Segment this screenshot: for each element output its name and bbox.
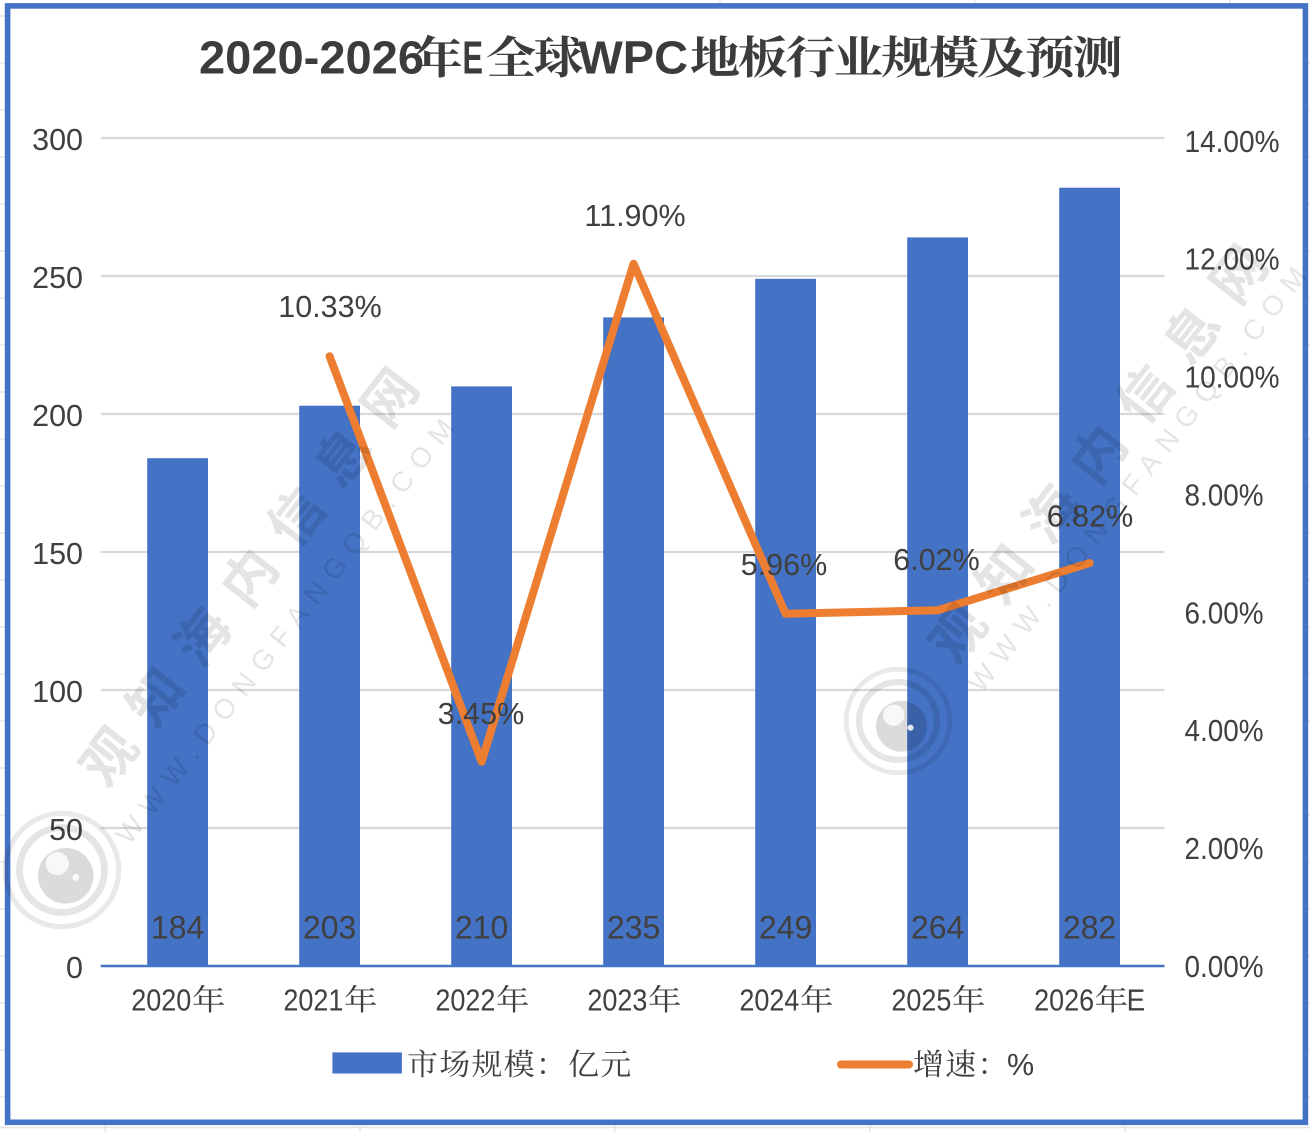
svg-text:203: 203 bbox=[303, 910, 356, 946]
svg-text:6.02%: 6.02% bbox=[893, 543, 979, 577]
svg-text:100: 100 bbox=[32, 675, 83, 709]
svg-text:WPC: WPC bbox=[579, 32, 689, 84]
svg-text:10.00%: 10.00% bbox=[1185, 361, 1280, 395]
svg-text:6.82%: 6.82% bbox=[1047, 499, 1133, 533]
svg-text:2.00%: 2.00% bbox=[1185, 832, 1264, 866]
svg-text:11.90%: 11.90% bbox=[584, 199, 685, 233]
svg-text:150: 150 bbox=[32, 537, 83, 571]
svg-text:184: 184 bbox=[151, 910, 204, 946]
svg-text:2021: 2021 bbox=[283, 983, 343, 1017]
svg-text:2023: 2023 bbox=[587, 983, 647, 1017]
svg-text:282: 282 bbox=[1063, 910, 1116, 946]
svg-text:E: E bbox=[463, 32, 484, 84]
svg-text:6.00%: 6.00% bbox=[1185, 596, 1264, 630]
svg-text:2026: 2026 bbox=[1034, 983, 1094, 1017]
svg-text:10.33%: 10.33% bbox=[278, 290, 381, 324]
svg-text:2020-2026: 2020-2026 bbox=[199, 32, 424, 84]
svg-text:0: 0 bbox=[66, 951, 83, 985]
svg-text:12.00%: 12.00% bbox=[1185, 243, 1280, 277]
svg-text:249: 249 bbox=[759, 910, 812, 946]
svg-text:2025: 2025 bbox=[891, 983, 951, 1017]
svg-text:0.00%: 0.00% bbox=[1185, 950, 1264, 984]
svg-text:E: E bbox=[1127, 983, 1146, 1017]
svg-text:300: 300 bbox=[32, 123, 83, 157]
svg-text:2024: 2024 bbox=[739, 983, 799, 1017]
svg-text:235: 235 bbox=[607, 910, 660, 946]
svg-text:8.00%: 8.00% bbox=[1185, 479, 1264, 513]
svg-text:14.00%: 14.00% bbox=[1185, 125, 1280, 159]
svg-text:2020: 2020 bbox=[131, 983, 191, 1017]
svg-text:264: 264 bbox=[911, 910, 964, 946]
svg-text:200: 200 bbox=[32, 399, 83, 433]
svg-text:5.96%: 5.96% bbox=[741, 548, 827, 582]
svg-text:3.45%: 3.45% bbox=[438, 697, 524, 731]
svg-text:250: 250 bbox=[32, 261, 83, 295]
svg-text:2022: 2022 bbox=[435, 983, 495, 1017]
svg-text:210: 210 bbox=[455, 910, 508, 946]
svg-text:%: % bbox=[1007, 1048, 1034, 1082]
svg-text:4.00%: 4.00% bbox=[1185, 714, 1264, 748]
svg-text:50: 50 bbox=[49, 813, 83, 847]
